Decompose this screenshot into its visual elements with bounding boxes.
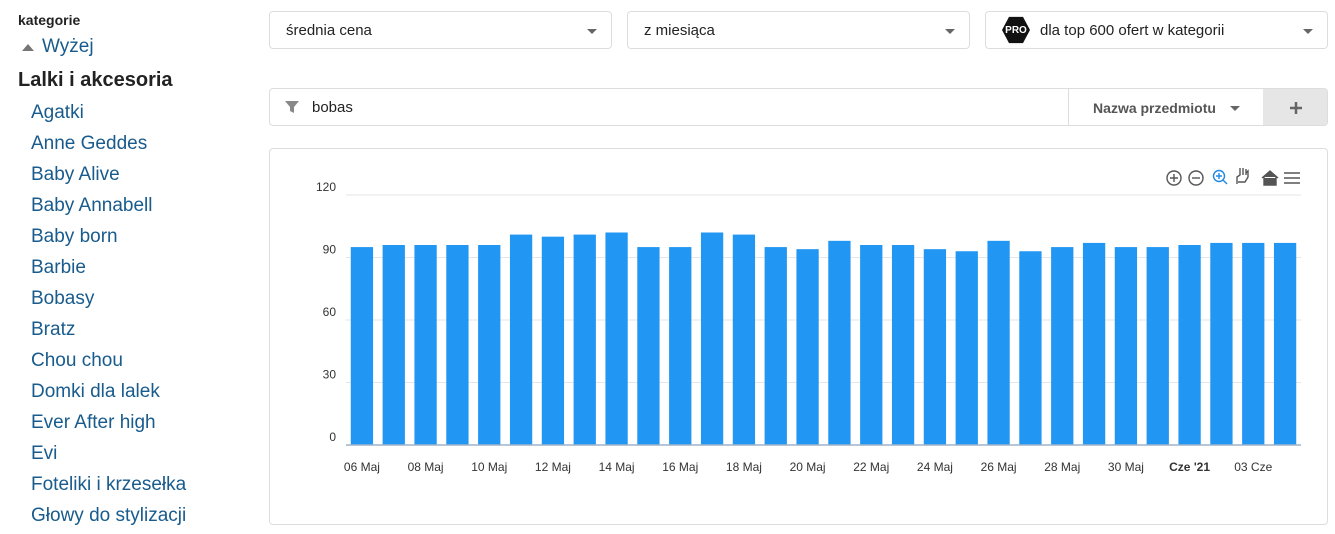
category-link[interactable]: Baby born <box>31 226 118 247</box>
category-link[interactable]: Foteliki i krzesełka <box>31 474 187 495</box>
bar <box>446 245 469 445</box>
x-tick-label: 18 Maj <box>726 460 762 474</box>
filter-icon <box>285 101 299 113</box>
category-link[interactable]: Ever After high <box>31 412 156 433</box>
bar <box>1019 251 1042 445</box>
category-link[interactable]: Bobasy <box>31 288 95 309</box>
x-tick-label: 30 Maj <box>1108 460 1144 474</box>
metric-value[interactable]: średnia cena <box>286 21 372 39</box>
bar <box>1242 242 1265 445</box>
up-label[interactable]: Wyżej <box>42 36 94 57</box>
bar <box>860 245 883 445</box>
bar <box>923 249 947 445</box>
bar <box>796 249 819 445</box>
category-link[interactable]: Baby Annabell <box>31 195 153 216</box>
bar <box>764 247 787 445</box>
up-link[interactable]: Wyżej <box>22 36 94 58</box>
current-category: Lalki i akcesoria <box>18 69 173 91</box>
category-link[interactable]: Anne Geddes <box>31 133 148 154</box>
field-value[interactable]: Nazwa przedmiotu <box>1093 100 1216 116</box>
bar <box>541 236 565 445</box>
bar <box>828 240 851 445</box>
x-tick-label: 22 Maj <box>853 460 889 474</box>
filter-query[interactable]: bobas <box>312 98 353 116</box>
sidebar-heading: kategorie <box>18 12 81 28</box>
x-tick-label: 14 Maj <box>599 460 635 474</box>
bar <box>700 232 724 445</box>
period-select[interactable]: z miesiąca <box>627 11 970 49</box>
metric-select[interactable]: średnia cena <box>269 11 612 49</box>
category-link[interactable]: Domki dla lalek <box>31 381 160 402</box>
y-tick-label: 30 <box>323 368 337 382</box>
x-tick-label: 10 Maj <box>471 460 507 474</box>
scope-value[interactable]: dla top 600 ofert w kategorii <box>1040 21 1225 39</box>
category-link[interactable]: Evi <box>31 443 58 464</box>
category-link[interactable]: Chou chou <box>31 350 123 371</box>
bar <box>1082 242 1106 445</box>
y-tick-label: 60 <box>323 305 337 319</box>
bar <box>1146 247 1169 445</box>
period-value[interactable]: z miesiąca <box>644 21 715 39</box>
x-tick-label: 28 Maj <box>1044 460 1080 474</box>
bar <box>637 247 660 445</box>
field-select[interactable]: Nazwa przedmiotu <box>1068 89 1264 125</box>
bar <box>891 245 915 445</box>
bar <box>1210 242 1233 445</box>
chart: 0 30 60 90 120 06 Maj 08 Maj 10 Maj 12 Maj 14 Maj… <box>316 168 1301 474</box>
x-tick-label: 20 Maj <box>790 460 826 474</box>
x-tick-label: 16 Maj <box>662 460 698 474</box>
bar <box>732 234 756 445</box>
y-tick-label: 0 <box>329 430 336 444</box>
bar <box>987 240 1010 445</box>
pro-badge: PRO <box>1002 16 1030 44</box>
add-button[interactable] <box>1263 89 1327 125</box>
bar <box>955 251 978 445</box>
chart-panel: 0 30 60 90 120 06 Maj 08 Maj 10 Maj 12 Maj 14 Maj… <box>269 148 1328 525</box>
x-tick-label: 12 Maj <box>535 460 571 474</box>
category-link[interactable]: Barbie <box>31 257 86 278</box>
category-link[interactable]: Agatki <box>31 102 84 123</box>
x-tick-label: Cze '21 <box>1169 460 1210 474</box>
bar <box>509 234 533 445</box>
bar <box>414 245 437 445</box>
bar <box>1051 247 1074 445</box>
x-tick-label: 26 Maj <box>981 460 1017 474</box>
bar <box>478 245 501 445</box>
x-tick-label: 08 Maj <box>408 460 444 474</box>
y-tick-label: 90 <box>323 243 337 257</box>
bar <box>350 247 374 445</box>
y-tick-label: 120 <box>316 180 336 194</box>
x-tick-label: 06 Maj <box>344 460 380 474</box>
bar <box>1178 245 1201 445</box>
scope-select[interactable]: PRO dla top 600 ofert w kategorii <box>985 11 1328 49</box>
bar <box>382 245 405 445</box>
category-link[interactable]: Bratz <box>31 319 76 340</box>
bar <box>573 234 596 445</box>
x-tick-label: 03 Cze <box>1234 460 1272 474</box>
category-link[interactable]: Baby Alive <box>31 164 120 185</box>
chart-toolbar[interactable] <box>1166 168 1300 186</box>
bar <box>1114 247 1138 445</box>
filter-bar: bobas Nazwa przedmiotu <box>269 88 1328 126</box>
category-link[interactable]: Głowy do stylizacji <box>31 505 187 526</box>
bar <box>1273 242 1297 445</box>
bar <box>605 232 628 445</box>
bar <box>669 247 692 445</box>
x-tick-label: 24 Maj <box>917 460 953 474</box>
